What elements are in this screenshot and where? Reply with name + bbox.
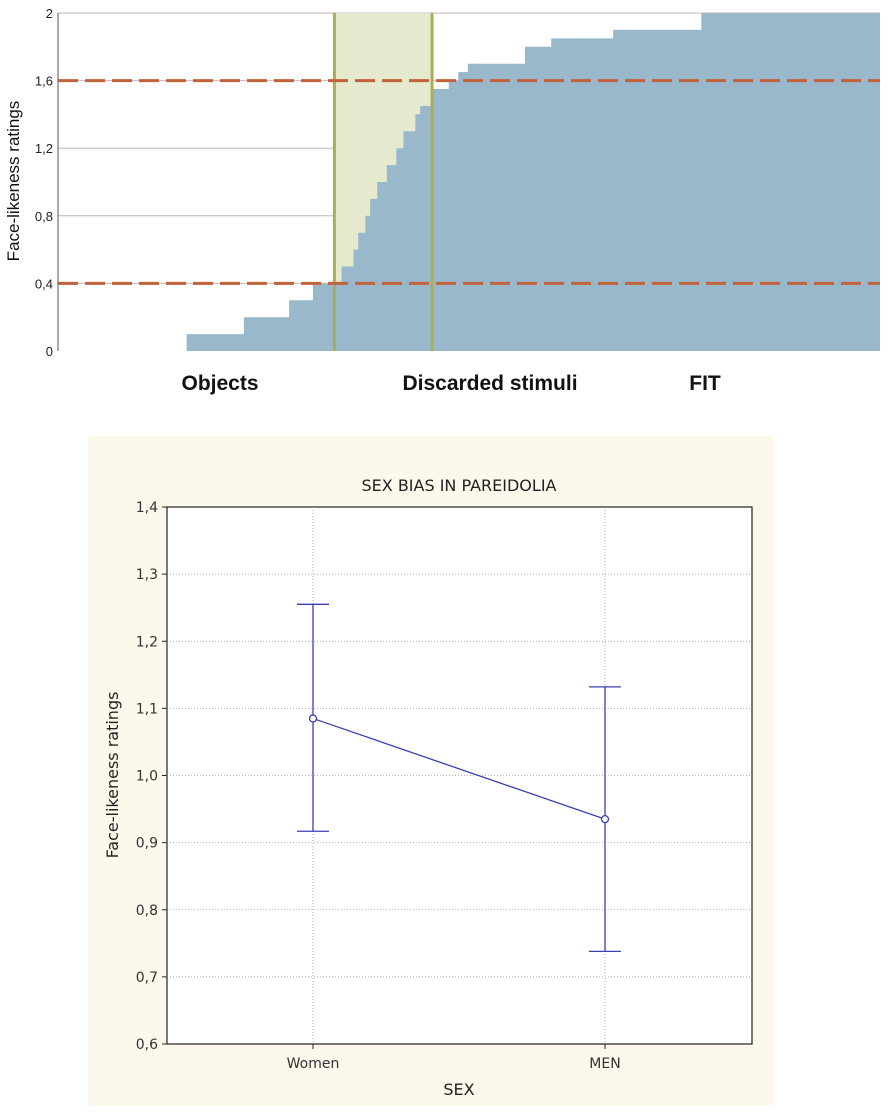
y-tick-label: 0,8 [35,209,53,224]
y-tick-label: 2 [46,6,53,21]
category-label-discarded: Discarded stimuli [402,372,577,395]
y-tick-label: 0,4 [35,276,53,291]
mean-points [308,714,610,824]
y-tick-label: 1,4 [136,500,158,516]
category-label-objects: Objects [181,372,258,395]
x-tick-label: MEN [589,1056,620,1072]
y-tick-label: 0 [46,344,53,359]
threshold-lines [58,13,880,351]
grid-lines [167,507,752,1044]
mean-line [312,717,606,820]
y-tick-label: 0,9 [136,836,158,852]
x-axis-label: SEX [443,1080,474,1099]
y-tick-label: 1,3 [136,567,158,583]
y-tick-label: 0,8 [136,903,158,919]
ratings-area [58,13,880,351]
y-tick-label: 1,2 [35,141,53,156]
category-label-fit: FIT [689,372,721,395]
x-tick-label: Women [287,1056,340,1072]
y-axis-label: Face-likeness ratings [103,692,122,859]
y-tick-label: 0,6 [136,1037,158,1053]
x-tick-labels: Women MEN [287,1044,621,1072]
y-tick-label: 1,1 [136,701,158,717]
y-tick-labels: 0,6 0,7 0,8 0,9 1,0 1,1 1,2 1,3 1,4 [136,500,167,1053]
chart-title: SEX BIAS IN PAREIDOLIA [362,476,557,495]
mean-point [600,814,610,824]
y-tick-label: 1,6 [35,74,53,89]
face-likeness-step-chart: 0 0,4 0,8 1,2 1,6 2 Face-likeness ratings Obj… [4,6,880,395]
mean-point [308,714,318,723]
y-tick-labels: 0 0,4 0,8 1,2 1,6 2 [35,6,53,359]
plot-area [166,506,753,1045]
y-tick-label: 0,7 [136,970,158,986]
y-axis-label: Face-likeness ratings [4,101,23,262]
y-tick-label: 1,0 [136,769,158,785]
y-tick-label: 1,2 [136,634,158,650]
